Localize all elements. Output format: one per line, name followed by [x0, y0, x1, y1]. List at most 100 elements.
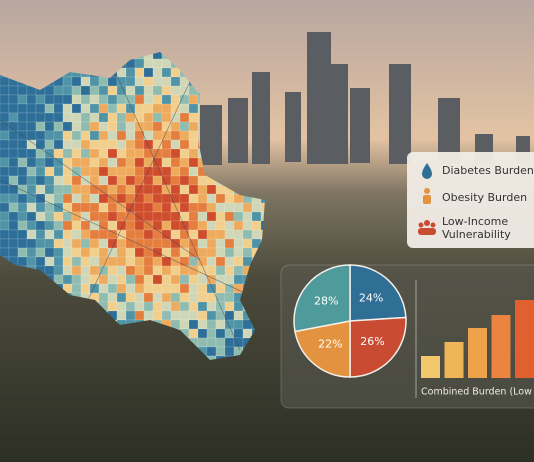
map-cell — [116, 94, 127, 105]
map-cell — [89, 94, 100, 105]
map-cell — [206, 229, 217, 240]
map-cell — [179, 193, 190, 204]
map-cell — [98, 85, 109, 96]
map-cell — [170, 148, 181, 159]
map-cell — [251, 220, 262, 231]
map-cell — [26, 184, 37, 195]
map-cell — [44, 265, 55, 276]
map-cell — [134, 274, 145, 285]
map-cell — [215, 220, 226, 231]
map-cell — [53, 229, 64, 240]
map-cell — [170, 256, 181, 267]
map-cell — [188, 256, 199, 267]
map-cell — [107, 148, 118, 159]
map-cell — [251, 211, 262, 222]
map-cell — [44, 166, 55, 177]
map-cell — [161, 139, 172, 150]
map-cell — [80, 238, 91, 249]
map-cell — [152, 202, 163, 213]
map-cell — [215, 193, 226, 204]
map-cell — [71, 265, 82, 276]
legend-label: Obesity Burden — [442, 191, 527, 204]
map-cell — [0, 148, 10, 159]
map-cell — [197, 292, 208, 303]
map-cell — [170, 202, 181, 213]
map-cell — [98, 121, 109, 132]
map-cell — [35, 238, 46, 249]
map-cell — [233, 319, 244, 330]
map-cell — [152, 175, 163, 186]
map-cell — [215, 229, 226, 240]
map-cell — [197, 283, 208, 294]
map-cell — [26, 193, 37, 204]
map-cell — [26, 148, 37, 159]
map-cell — [98, 148, 109, 159]
map-cell — [107, 121, 118, 132]
map-cell — [89, 202, 100, 213]
map-cell — [71, 121, 82, 132]
map-cell — [80, 76, 91, 87]
map-cell — [188, 148, 199, 159]
map-cell — [215, 184, 226, 195]
map-cell — [125, 67, 136, 78]
map-cell — [188, 301, 199, 312]
map-cell — [107, 166, 118, 177]
map-cell — [179, 121, 190, 132]
map-cell — [17, 85, 28, 96]
map-cell — [17, 166, 28, 177]
map-cell — [188, 121, 199, 132]
map-cell — [116, 139, 127, 150]
map-cell — [188, 292, 199, 303]
map-cell — [170, 130, 181, 141]
map-cell — [197, 274, 208, 285]
map-cell — [8, 175, 19, 186]
slice-label: 22% — [318, 338, 342, 351]
map-cell — [188, 184, 199, 195]
map-cell — [242, 229, 253, 240]
map-cell — [116, 292, 127, 303]
map-cell — [125, 76, 136, 87]
map-cell — [188, 94, 199, 105]
map-cell — [161, 193, 172, 204]
map-cell — [98, 166, 109, 177]
map-cell — [170, 184, 181, 195]
map-cell — [26, 211, 37, 222]
map-cell — [179, 112, 190, 123]
map-cell — [143, 193, 154, 204]
map-cell — [80, 265, 91, 276]
legend-label: Low-Income Vulnerability — [442, 215, 511, 241]
map-cell — [161, 283, 172, 294]
map-cell — [107, 229, 118, 240]
map-cell — [224, 274, 235, 285]
map-cell — [53, 112, 64, 123]
map-cell — [179, 130, 190, 141]
map-cell — [143, 247, 154, 258]
map-cell — [107, 265, 118, 276]
map-cell — [80, 184, 91, 195]
bar — [491, 315, 511, 378]
map-cell — [215, 265, 226, 276]
map-cell — [35, 139, 46, 150]
map-cell — [80, 157, 91, 168]
map-cell — [161, 238, 172, 249]
map-cell — [35, 184, 46, 195]
map-cell — [26, 238, 37, 249]
map-cell — [80, 202, 91, 213]
map-cell — [17, 121, 28, 132]
map-cell — [80, 256, 91, 267]
map-cell — [242, 220, 253, 231]
map-cell — [107, 274, 118, 285]
map-cell — [161, 157, 172, 168]
map-cell — [152, 94, 163, 105]
map-cell — [161, 274, 172, 285]
map-cell — [197, 301, 208, 312]
map-cell — [125, 121, 136, 132]
map-cell — [80, 130, 91, 141]
map-cell — [260, 220, 265, 231]
map-cell — [170, 67, 181, 78]
map-cell — [8, 220, 19, 231]
road — [0, 179, 261, 301]
map-cell — [188, 112, 199, 123]
map-cell — [134, 157, 145, 168]
map-cell — [125, 130, 136, 141]
